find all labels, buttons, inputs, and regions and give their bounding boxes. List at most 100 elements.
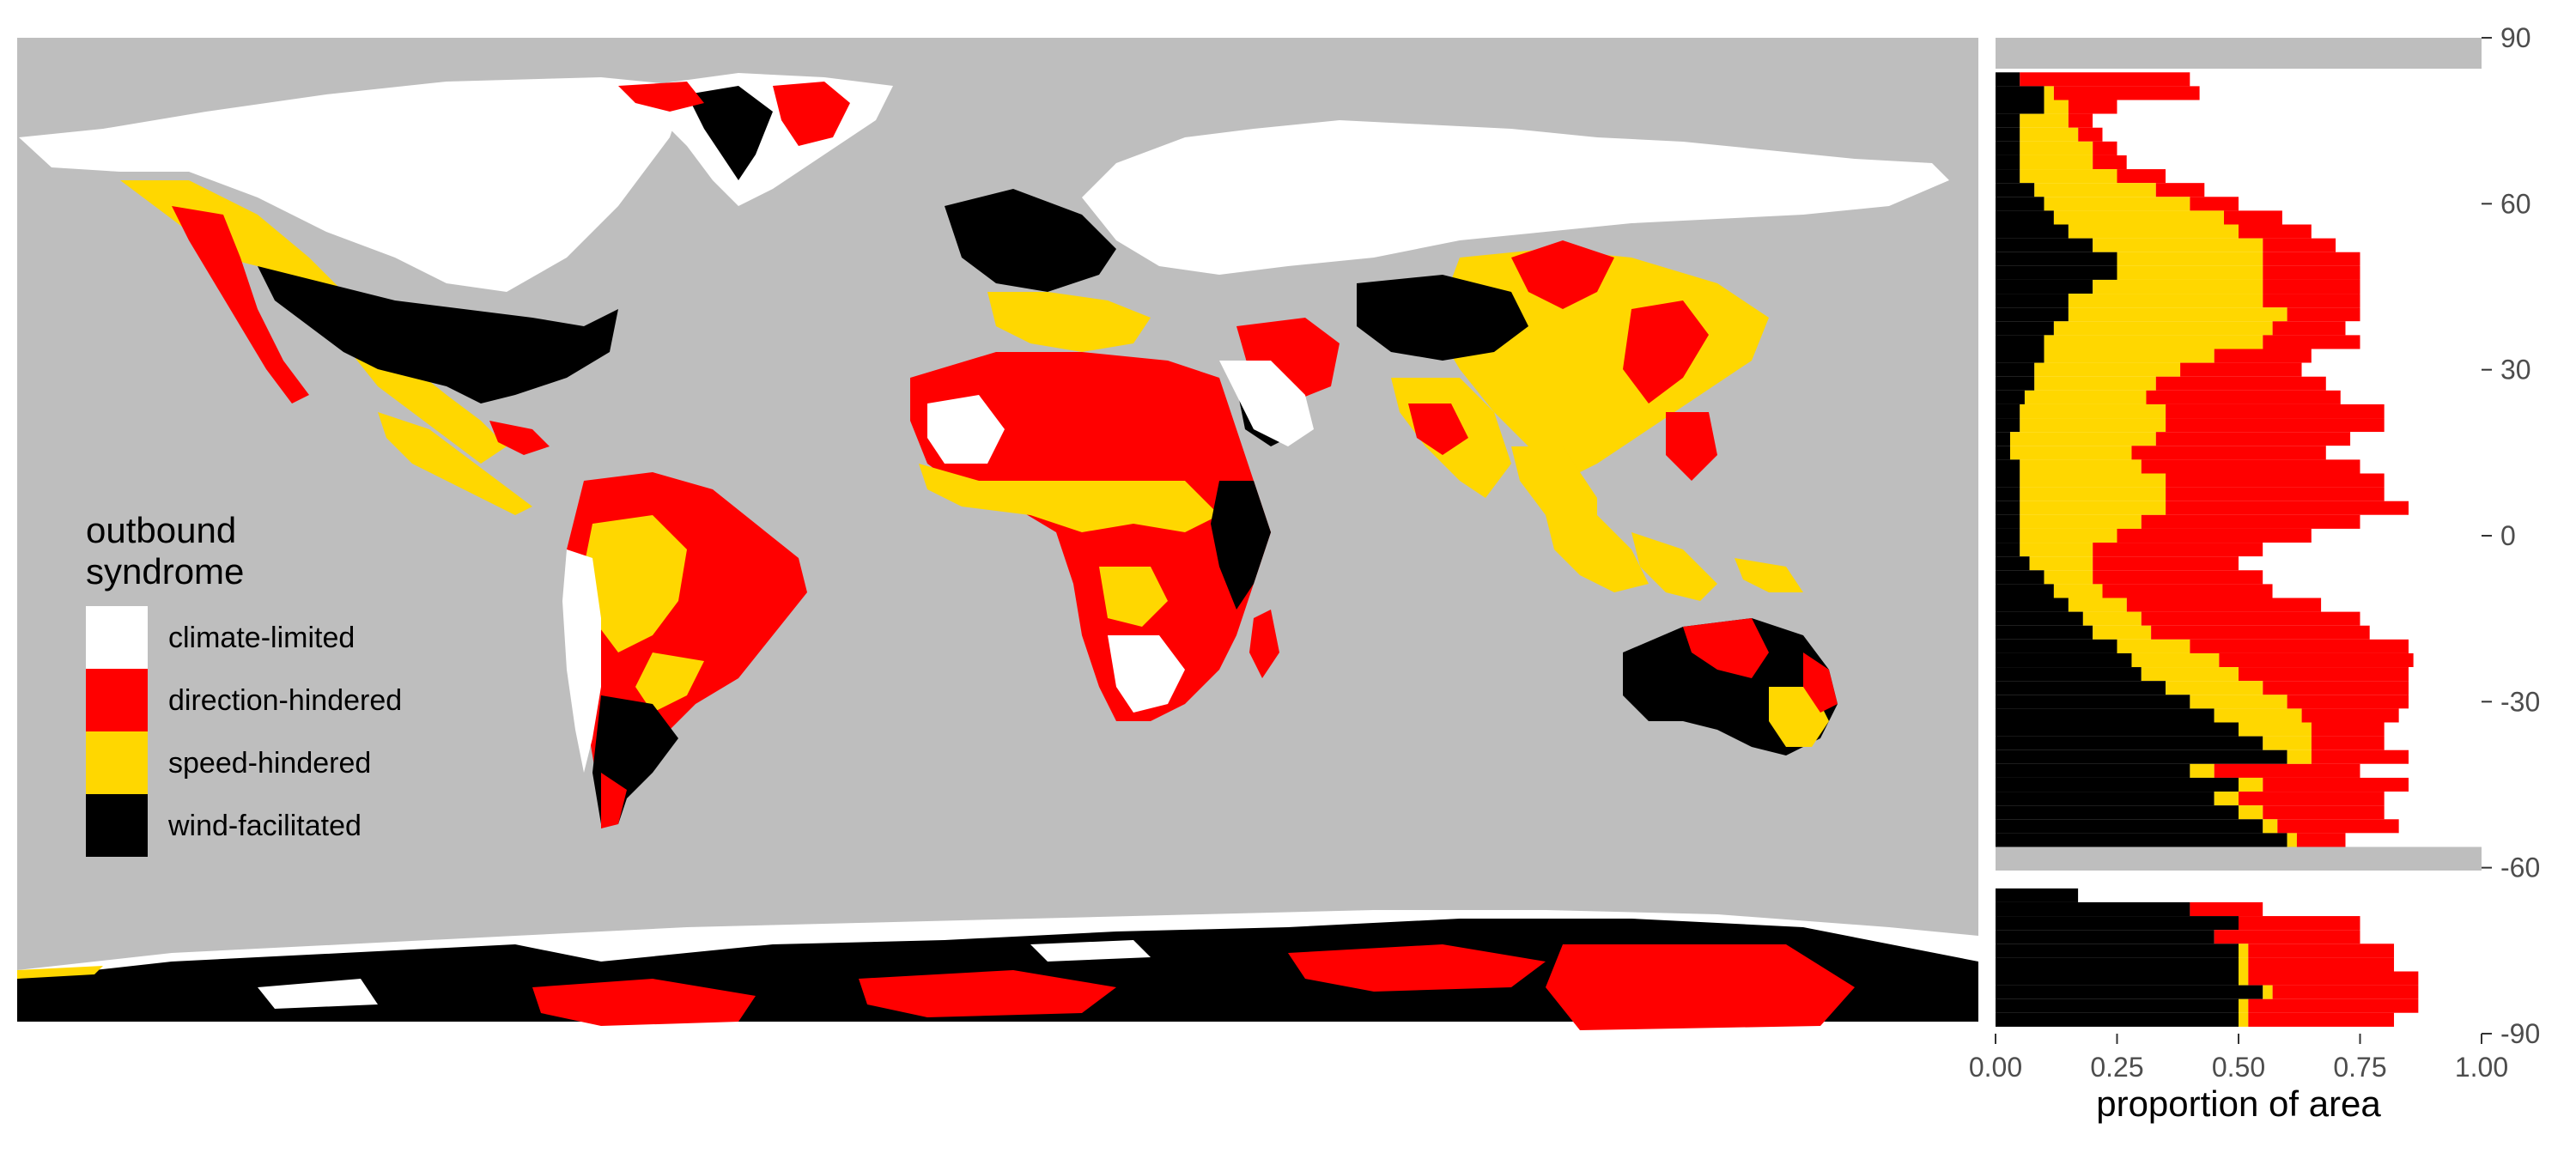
bar-segment-wind-facilitated [1996,376,2035,391]
bar-segment-climate-limited [2384,473,2482,488]
bar-segment-climate-limited [2398,708,2482,723]
bar-segment-climate-limited [2360,611,2482,626]
bar-segment-wind-facilitated [1996,695,2190,709]
bar-segment-speed-hindered [2141,667,2239,682]
bar-segment-speed-hindered [2020,528,2117,543]
legend-label: wind-facilitated [167,810,361,842]
bar-segment-wind-facilitated [1996,957,2239,972]
bar-segment-climate-limited [2384,805,2482,820]
bar-segment-direction-hindered [2272,321,2346,336]
bar-segment-climate-limited [2384,792,2482,806]
bar-segment-climate-limited [2325,446,2482,460]
legend-swatch [86,794,148,857]
y-tick-label: -30 [2500,686,2540,717]
bar-segment-speed-hindered [2029,556,2093,571]
region-direction-hindered [1249,610,1279,678]
bar-segment-direction-hindered [2263,335,2360,349]
bar-segment-direction-hindered [2219,652,2414,668]
bar-segment-direction-hindered [2190,901,2263,917]
bar-segment-direction-hindered [2155,376,2326,391]
bar-segment-speed-hindered [2239,805,2263,820]
legend-label: climate-limited [168,622,355,654]
bar-segment-direction-hindered [2166,501,2409,515]
bar-segment-direction-hindered [2155,432,2351,446]
region-wind-facilitated [17,919,1978,1022]
region-direction-hindered [1803,652,1838,713]
bar-segment-direction-hindered [2224,210,2282,225]
bar-segment-wind-facilitated [1996,625,2093,640]
bar-segment-wind-facilitated [1996,736,2263,750]
bar-segment-climate-limited [2311,528,2482,543]
bar-segment-wind-facilitated [1996,459,2020,474]
bar-segment-wind-facilitated [1996,998,2239,1013]
bar-segment-direction-hindered [2166,404,2385,419]
bar-segment-climate-limited [2409,749,2482,764]
bar-segment-wind-facilitated [1996,833,2287,847]
bar-segment-direction-hindered [2180,362,2302,377]
bar-segment-direction-hindered [2263,681,2409,695]
bar-segment-wind-facilitated [1996,238,2093,252]
bar-segment-speed-hindered [2239,998,2249,1013]
x-tick-label: 0.00 [1969,1052,2022,1083]
bar-segment-speed-hindered [2044,100,2069,114]
bar-segment-climate-limited [2311,224,2482,239]
bar-segment-wind-facilitated [1996,819,2263,834]
bar-segment-climate-limited [2360,294,2482,308]
bar-segment-speed-hindered [2020,473,2166,488]
region-direction-hindered [1666,412,1717,481]
bar-segment-speed-hindered [2287,749,2312,764]
bar-segment-direction-hindered [2126,598,2322,612]
region-direction-hindered [618,82,704,112]
region-direction-hindered [601,773,627,828]
bar-segment-direction-hindered [2239,916,2360,931]
bar-segment-climate-limited [2360,930,2482,944]
bar-segment-climate-limited [2384,736,2482,750]
bar-segment-wind-facilitated [1996,294,2069,308]
bar-segment-wind-facilitated [1996,888,2079,902]
bar-segment-direction-hindered [2263,238,2336,252]
bar-segment-climate-limited [2394,1012,2482,1027]
region-climate-limited [19,77,687,292]
bar-segment-climate-limited [2204,183,2482,197]
bar-segment-wind-facilitated [1996,487,2020,501]
bar-segment-wind-facilitated [1996,252,2117,266]
bar-segment-direction-hindered [2068,113,2093,128]
bar-segment-direction-hindered [2078,127,2103,142]
bar-segment-climate-limited [2281,210,2482,225]
bar-segment-climate-limited [2078,888,2482,902]
bar-segment-wind-facilitated [1996,652,2132,668]
continent-north-america [19,77,687,515]
bar-segment-direction-hindered [2263,252,2360,266]
bar-segment-wind-facilitated [1996,418,2020,433]
bar-segment-climate-limited [2360,916,2482,931]
y-tick-label: -90 [2500,1018,2540,1049]
bar-segment-wind-facilitated [1996,777,2239,792]
bar-segment-direction-hindered [2155,183,2205,197]
bar-segment-speed-hindered [2020,514,2142,529]
bar-segment-wind-facilitated [1996,362,2035,377]
bar-segment-speed-hindered [2034,362,2181,377]
bar-segment-wind-facilitated [1996,971,2239,986]
bar-segment-speed-hindered [2020,141,2093,155]
bar-segment-wind-facilitated [1996,930,2215,944]
region-direction-hindered [1546,944,1855,1030]
region-wind-facilitated [1211,481,1271,610]
y-tick-label: 60 [2500,188,2531,219]
bar-segment-speed-hindered [2034,376,2156,391]
bar-segment-wind-facilitated [1996,446,2010,460]
legend-items: climate-limited direction-hindered speed-h… [86,606,402,857]
bar-segment-direction-hindered [2166,473,2385,488]
region-direction-hindered [532,979,756,1026]
bar-segment-direction-hindered [2248,1012,2395,1027]
bar-segment-climate-limited [2199,86,2482,100]
bar-segment-direction-hindered [2141,459,2360,474]
continent-south-america [562,472,807,828]
bar-segment-wind-facilitated [1996,722,2239,737]
bar-segment-climate-limited [2398,819,2482,834]
bar-segment-direction-hindered [2263,265,2360,280]
bar-segment-direction-hindered [2248,998,2419,1013]
bar-segment-speed-hindered [2082,611,2142,626]
bar-segment-direction-hindered [2214,763,2360,778]
bar-segment-wind-facilitated [1996,113,2020,128]
region-southern-asia [1219,361,1803,601]
